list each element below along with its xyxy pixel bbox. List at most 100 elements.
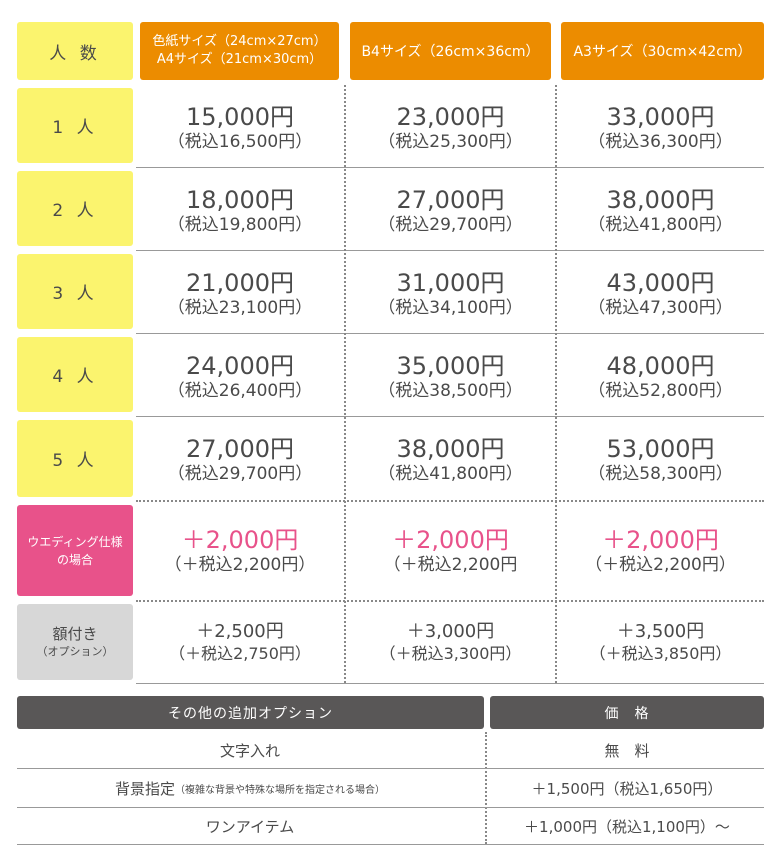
price-tax-included: （税込29,700円） [167, 464, 313, 484]
price-tax-included: （税込47,300円） [588, 297, 733, 318]
price-cell: 31,000円 （税込34,100円） [346, 254, 555, 333]
wedding-label-line1: ウエディング仕様 [27, 534, 123, 549]
price-cell: 53,000円 （税込58,300円） [557, 420, 764, 500]
price-amount: 27,000円 [186, 435, 294, 463]
price-cell: 35,000円 （税込38,500円） [346, 337, 555, 416]
price-tax-included: （税込26,400円） [167, 380, 313, 401]
price-tax-included: （税込41,800円） [378, 464, 523, 484]
frame-price-tax: （＋税込3,850円） [589, 644, 732, 663]
frame-price-amount: ＋3,500円 [616, 621, 705, 642]
wedding-label: ウエディング仕様 の場合 [17, 505, 133, 596]
price-cell: 27,000円 （税込29,700円） [346, 171, 555, 250]
option-name-text: 文字入れ [219, 741, 280, 760]
price-cell: 38,000円 （税込41,800円） [346, 420, 555, 500]
frame-price-tax: （＋税込2,750円） [169, 644, 311, 663]
frame-price-cell: ＋3,000円 （＋税込3,300円） [346, 603, 555, 682]
price-tax-included: （税込29,700円） [378, 214, 523, 235]
size-header-b4: B4サイズ（26cm×36cm） [350, 22, 551, 80]
wedding-price-tax: （＋税込2,200円） [164, 555, 316, 575]
price-cell: 24,000円 （税込26,400円） [136, 337, 344, 416]
price-amount: 33,000円 [606, 102, 715, 131]
wedding-price-amount: ＋2,000円 [181, 526, 299, 554]
people-label-5: 5 人 [17, 420, 133, 497]
people-label-text: 2 人 [52, 201, 98, 221]
wedding-price-cell: ＋2,000円 （＋税込2,200円） [136, 503, 344, 599]
count-header-label: 人 数 [49, 43, 101, 64]
column-divider [555, 85, 557, 683]
price-cell: 23,000円 （税込25,300円） [346, 88, 555, 167]
options-column-divider [485, 732, 487, 844]
frame-price-cell: ＋2,500円 （＋税込2,750円） [136, 603, 344, 682]
options-header-name: その他の追加オプション [17, 696, 484, 729]
option-name-text: 背景指定 [114, 779, 175, 798]
option-price-text: ＋1,000円（税込1,100円）～ [524, 817, 730, 836]
option-price: ＋1,000円（税込1,100円）～ [490, 808, 764, 844]
frame-label-line2: （オプション） [36, 645, 114, 658]
price-amount: 38,000円 [606, 185, 715, 214]
size-header-line2: A4サイズ（21cm×30cm） [156, 52, 323, 67]
price-tax-included: （税込41,800円） [588, 214, 733, 235]
options-header-price-text: 価 格 [604, 705, 650, 722]
option-divider [17, 844, 764, 845]
price-amount: 15,000円 [186, 102, 294, 131]
price-amount: 38,000円 [396, 435, 505, 463]
people-label-text: 3 人 [52, 284, 98, 304]
frame-label-line1: 額付き [52, 625, 98, 643]
size-header-a3: A3サイズ（30cm×42cm） [561, 22, 764, 80]
price-amount: 43,000円 [606, 268, 715, 297]
price-tax-included: （税込16,500円） [167, 131, 313, 152]
frame-price-tax: （＋税込3,300円） [379, 644, 522, 663]
column-divider [344, 85, 346, 683]
price-cell: 38,000円 （税込41,800円） [557, 171, 764, 250]
price-cell: 21,000円 （税込23,100円） [136, 254, 344, 333]
row-divider-dotted [136, 600, 764, 602]
people-label-text: 5 人 [52, 451, 98, 471]
price-tax-included: （税込58,300円） [588, 464, 733, 484]
price-tax-included: （税込23,100円） [167, 297, 313, 318]
price-tax-included: （税込36,300円） [588, 131, 733, 152]
wedding-price-cell: ＋2,000円 （＋税込2,200円 [346, 503, 555, 599]
people-label-3: 3 人 [17, 254, 133, 329]
option-divider [17, 768, 764, 769]
size-header-shikishi-a4: 色紙サイズ（24cm×27cm） A4サイズ（21cm×30cm） [140, 22, 339, 80]
row-divider-dotted [136, 500, 764, 502]
price-amount: 48,000円 [606, 351, 715, 380]
price-tax-included: （税込52,800円） [588, 380, 733, 401]
frame-option-label: 額付き （オプション） [17, 604, 133, 680]
price-tax-included: （税込19,800円） [167, 214, 313, 235]
count-header: 人 数 [17, 22, 133, 80]
price-cell: 43,000円 （税込47,300円） [557, 254, 764, 333]
options-header-name-text: その他の追加オプション [168, 705, 333, 722]
size-header-a3-label: A3サイズ（30cm×42cm） [573, 44, 752, 60]
option-price-text: 無 料 [604, 741, 650, 760]
price-amount: 21,000円 [186, 268, 294, 297]
people-label-1: 1 人 [17, 88, 133, 163]
price-amount: 27,000円 [396, 185, 505, 214]
price-tax-included: （税込34,100円） [378, 297, 523, 318]
price-amount: 23,000円 [396, 102, 505, 131]
price-cell: 27,000円 （税込29,700円） [136, 420, 344, 500]
option-price-text: ＋1,500円（税込1,650円） [531, 779, 723, 798]
row-divider [136, 416, 764, 417]
row-divider [136, 167, 764, 168]
options-header-price: 価 格 [490, 696, 764, 729]
price-cell: 18,000円 （税込19,800円） [136, 171, 344, 250]
price-amount: 53,000円 [606, 435, 715, 463]
people-label-text: 1 人 [52, 118, 98, 138]
wedding-price-cell: ＋2,000円 （＋税込2,200円） [557, 503, 764, 599]
wedding-price-amount: ＋2,000円 [392, 526, 509, 554]
people-label-2: 2 人 [17, 171, 133, 246]
people-label-4: 4 人 [17, 337, 133, 412]
option-price: 無 料 [490, 732, 764, 768]
price-amount: 35,000円 [396, 351, 505, 380]
option-name: 背景指定 （複雑な背景や特殊な場所を指定される場合） [17, 769, 483, 807]
wedding-price-tax: （＋税込2,200円） [585, 555, 736, 575]
price-cell: 15,000円 （税込16,500円） [136, 88, 344, 167]
frame-price-amount: ＋2,500円 [196, 621, 284, 642]
price-cell: 48,000円 （税込52,800円） [557, 337, 764, 416]
frame-price-amount: ＋3,000円 [406, 621, 495, 642]
people-label-text: 4 人 [52, 367, 98, 387]
price-amount: 18,000円 [186, 185, 294, 214]
wedding-price-amount: ＋2,000円 [602, 526, 719, 554]
option-price: ＋1,500円（税込1,650円） [490, 769, 764, 807]
